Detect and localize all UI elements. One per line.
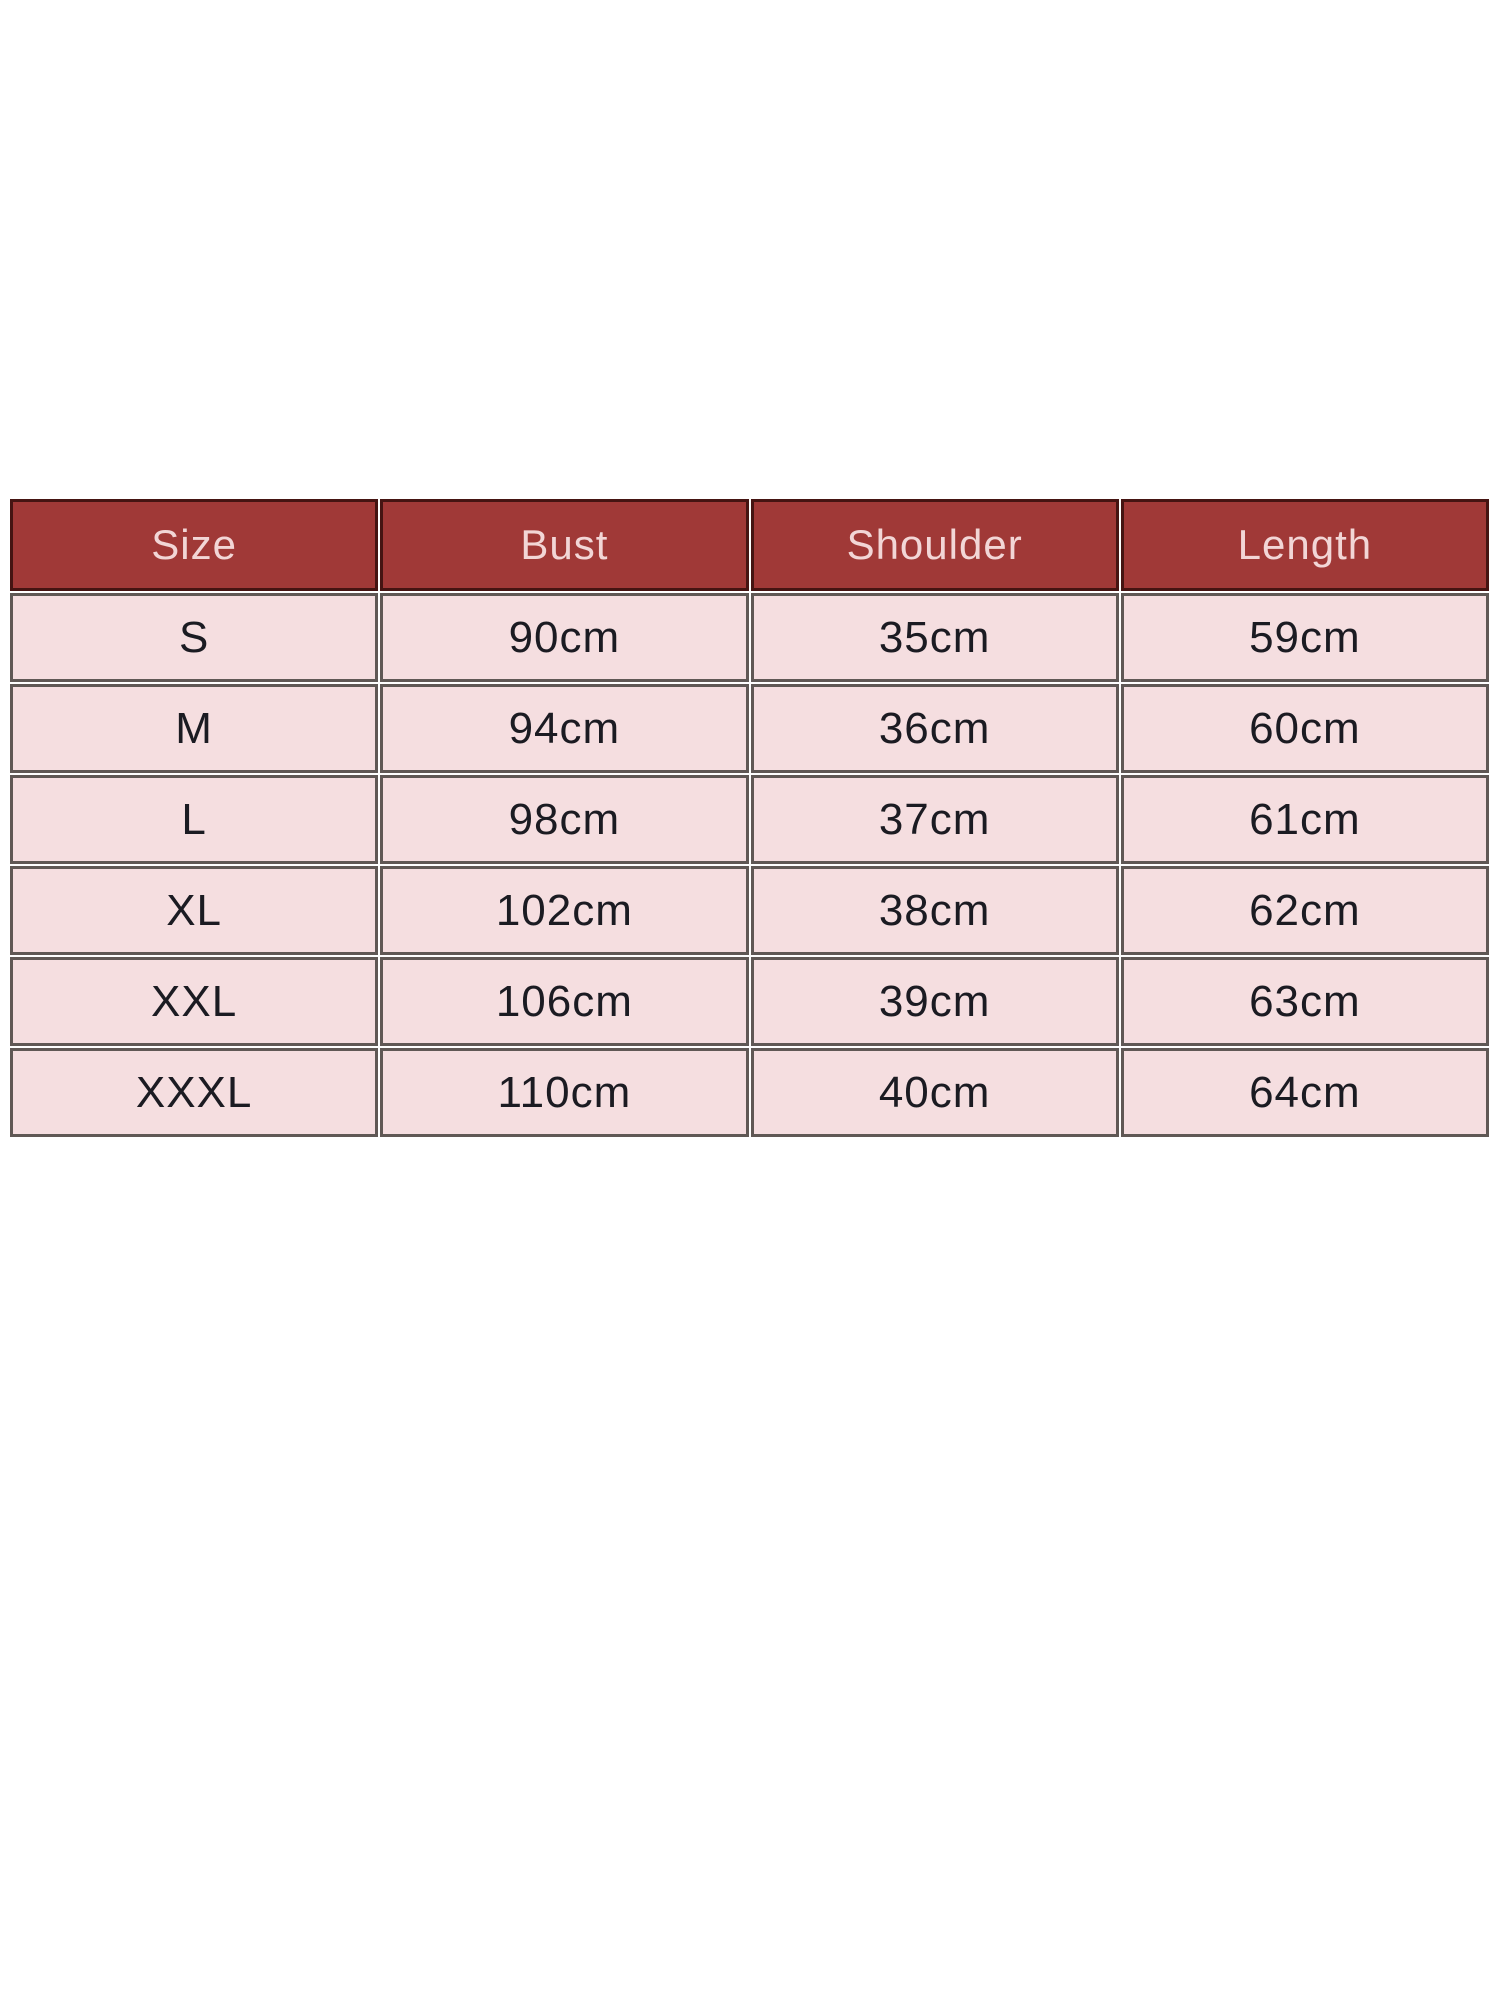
shoulder-cell: 37cm — [750, 775, 1119, 864]
length-cell: 59cm — [1120, 593, 1489, 682]
size-cell: XL — [10, 866, 379, 955]
bust-cell: 98cm — [380, 775, 749, 864]
table-row-m: M 94cm 36cm 60cm — [10, 684, 1489, 773]
length-cell: 63cm — [1120, 957, 1489, 1046]
size-cell: XXL — [10, 957, 379, 1046]
bust-cell: 110cm — [380, 1048, 749, 1137]
length-cell: 60cm — [1120, 684, 1489, 773]
column-header-shoulder: Shoulder — [750, 499, 1119, 591]
column-header-length: Length — [1120, 499, 1489, 591]
length-cell: 61cm — [1120, 775, 1489, 864]
shoulder-cell: 39cm — [750, 957, 1119, 1046]
size-cell: XXXL — [10, 1048, 379, 1137]
bust-cell: 106cm — [380, 957, 749, 1046]
length-cell: 62cm — [1120, 866, 1489, 955]
shoulder-cell: 38cm — [750, 866, 1119, 955]
shoulder-cell: 36cm — [750, 684, 1119, 773]
column-header-size: Size — [10, 499, 379, 591]
bust-cell: 90cm — [380, 593, 749, 682]
shoulder-cell: 40cm — [750, 1048, 1119, 1137]
size-chart-table: Size Bust Shoulder Length S 90cm 35cm 59… — [8, 497, 1491, 1139]
column-header-bust: Bust — [380, 499, 749, 591]
length-cell: 64cm — [1120, 1048, 1489, 1137]
table-row-xxl: XXL 106cm 39cm 63cm — [10, 957, 1489, 1046]
table-row-xl: XL 102cm 38cm 62cm — [10, 866, 1489, 955]
table-row-s: S 90cm 35cm 59cm — [10, 593, 1489, 682]
table-row-xxxl: XXXL 110cm 40cm 64cm — [10, 1048, 1489, 1137]
bust-cell: 94cm — [380, 684, 749, 773]
table-row-l: L 98cm 37cm 61cm — [10, 775, 1489, 864]
size-cell: L — [10, 775, 379, 864]
shoulder-cell: 35cm — [750, 593, 1119, 682]
header-row: Size Bust Shoulder Length — [10, 499, 1489, 591]
size-cell: M — [10, 684, 379, 773]
bust-cell: 102cm — [380, 866, 749, 955]
size-cell: S — [10, 593, 379, 682]
